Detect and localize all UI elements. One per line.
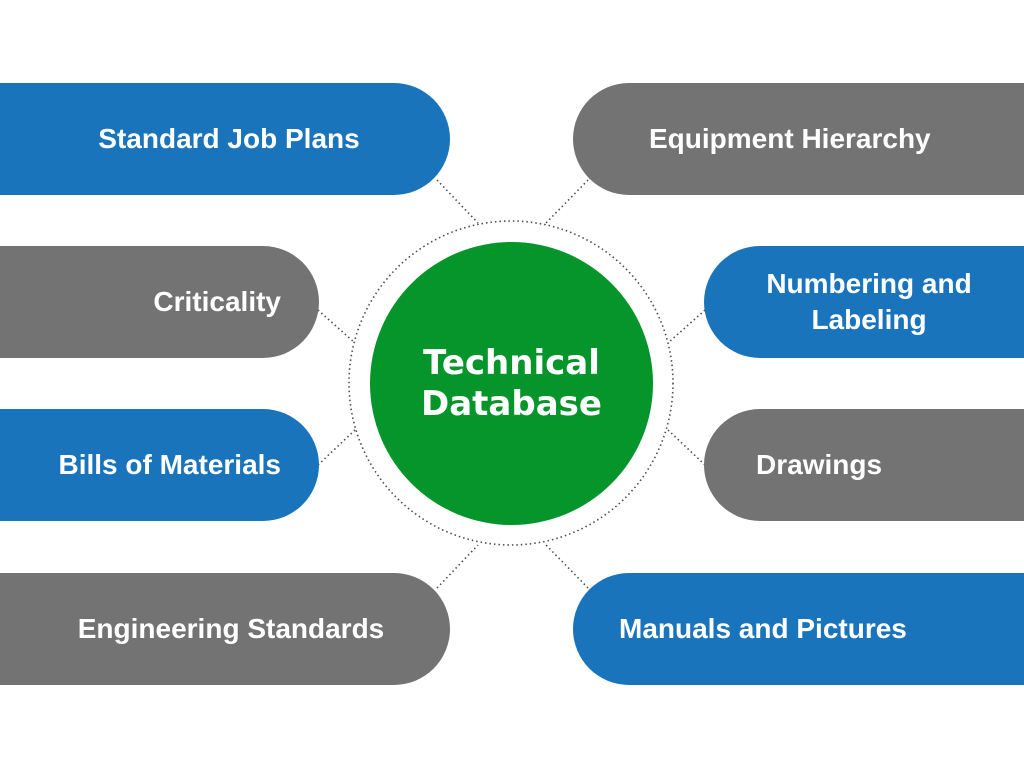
node-manuals-and-pictures: Manuals and Pictures	[573, 573, 1024, 685]
node-label: Bills of Materials	[58, 449, 281, 480]
connector-equipment-hierarchy	[545, 179, 589, 224]
node-label: Drawings	[756, 449, 883, 480]
connector-drawings	[667, 429, 706, 466]
node-bills-of-materials: Bills of Materials	[0, 409, 319, 521]
outer-dotted-ring	[348, 220, 674, 546]
node-engineering-standards: Engineering Standards	[0, 573, 450, 685]
center-label: Technical Database	[421, 342, 602, 424]
node-label: Equipment Hierarchy	[649, 123, 931, 154]
connector-manuals-and-pictures	[545, 544, 589, 589]
node-label: Manuals and Pictures	[619, 613, 907, 644]
center-node-technical-database: Technical Database	[370, 242, 653, 525]
connector-criticality	[317, 309, 356, 344]
node-numbering-and-labeling: Numbering and Labeling	[704, 246, 1024, 358]
node-label: Numbering and Labeling	[766, 268, 972, 335]
node-label: Standard Job Plans	[98, 123, 360, 154]
node-label: Criticality	[153, 286, 281, 317]
node-criticality: Criticality	[0, 246, 319, 358]
connector-standard-job-plans	[436, 179, 479, 224]
connector-numbering-and-labeling	[667, 309, 706, 344]
node-drawings: Drawings	[704, 409, 1024, 521]
node-standard-job-plans: Standard Job Plans	[0, 83, 450, 195]
connector-engineering-standards	[436, 544, 479, 589]
connector-bills-of-materials	[317, 429, 356, 466]
node-equipment-hierarchy: Equipment Hierarchy	[573, 83, 1024, 195]
node-label: Engineering Standards	[77, 613, 385, 644]
